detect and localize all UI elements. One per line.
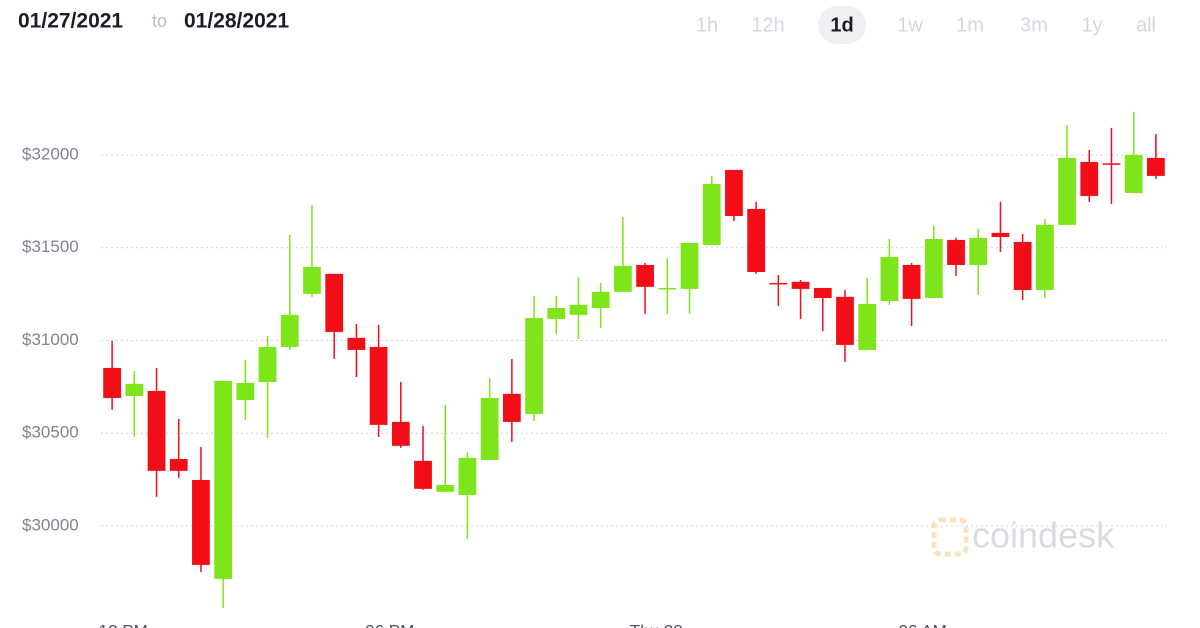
candle-body bbox=[636, 264, 654, 287]
candle-body bbox=[969, 237, 988, 265]
candle-body bbox=[813, 287, 832, 298]
candle-body bbox=[769, 282, 788, 285]
candle-body bbox=[192, 479, 210, 565]
candle-body bbox=[902, 264, 921, 299]
y-tick-label: $31500 bbox=[22, 237, 79, 256]
candle-body bbox=[480, 397, 499, 460]
date-separator: to bbox=[152, 11, 167, 31]
candle-body bbox=[702, 183, 721, 245]
y-tick-label: $31000 bbox=[22, 330, 79, 349]
candle-body bbox=[924, 238, 943, 298]
range-button[interactable]: 3m bbox=[1020, 14, 1048, 36]
candle-body bbox=[880, 256, 899, 301]
candle-body bbox=[658, 287, 677, 290]
candle-body bbox=[147, 390, 166, 471]
candle-body bbox=[791, 281, 810, 289]
candle-body bbox=[569, 304, 588, 315]
candle-body bbox=[858, 303, 877, 350]
candle-body bbox=[236, 382, 255, 401]
candle-body bbox=[103, 367, 121, 398]
x-tick-label: 12 PM bbox=[99, 621, 148, 628]
candle-body bbox=[169, 459, 188, 471]
candle-body bbox=[258, 346, 277, 383]
candle-body bbox=[1080, 162, 1099, 196]
candle-body bbox=[325, 273, 344, 332]
x-tick-label: 06 PM bbox=[365, 621, 414, 628]
candle-body bbox=[747, 208, 766, 273]
range-button[interactable]: 1h bbox=[696, 14, 718, 36]
candle-body bbox=[991, 232, 1010, 237]
candle-body bbox=[1035, 224, 1054, 291]
candle-body bbox=[1124, 154, 1143, 193]
range-button[interactable]: all bbox=[1136, 14, 1156, 36]
candle-body bbox=[1102, 163, 1121, 165]
candle-body bbox=[836, 296, 854, 345]
candle-body bbox=[369, 346, 388, 425]
candle-body bbox=[347, 337, 366, 350]
candle-body bbox=[1147, 157, 1165, 176]
candle-body bbox=[725, 169, 743, 216]
y-tick-label: $30500 bbox=[22, 423, 79, 442]
candle-body bbox=[1058, 157, 1076, 225]
candle-body bbox=[614, 265, 632, 292]
candle-body bbox=[591, 291, 610, 308]
candle-body bbox=[280, 314, 299, 347]
watermark-text: coindesk bbox=[972, 515, 1115, 556]
candle-body bbox=[214, 380, 233, 579]
candle-body bbox=[680, 242, 699, 289]
candle-body bbox=[125, 383, 144, 396]
candle-body bbox=[303, 267, 321, 294]
candle-body bbox=[525, 318, 543, 414]
watermark: coindesk bbox=[931, 515, 1115, 557]
candle-body bbox=[436, 484, 455, 492]
candle-body bbox=[947, 239, 965, 265]
range-button-bg bbox=[818, 6, 866, 44]
date-to: 01/28/2021 bbox=[184, 10, 289, 33]
date-from: 01/27/2021 bbox=[18, 10, 123, 33]
range-button[interactable]: 1d bbox=[830, 14, 853, 36]
range-button[interactable]: 1m bbox=[956, 14, 984, 36]
range-button[interactable]: 1w bbox=[897, 14, 923, 36]
range-button[interactable]: 1y bbox=[1081, 14, 1102, 36]
candle-body bbox=[502, 393, 521, 422]
watermark-icon bbox=[931, 517, 969, 557]
candle-body bbox=[391, 421, 410, 446]
range-button[interactable]: 12h bbox=[751, 14, 784, 36]
candle-body bbox=[458, 457, 477, 495]
y-tick-label: $32000 bbox=[22, 144, 79, 163]
candle-body bbox=[414, 460, 432, 489]
candle-body bbox=[547, 307, 566, 319]
candle-body bbox=[1013, 241, 1032, 291]
x-tick-label: Thu 28 bbox=[630, 621, 683, 628]
y-tick-label: $30000 bbox=[22, 515, 79, 534]
x-tick-label: 06 AM bbox=[899, 621, 947, 628]
